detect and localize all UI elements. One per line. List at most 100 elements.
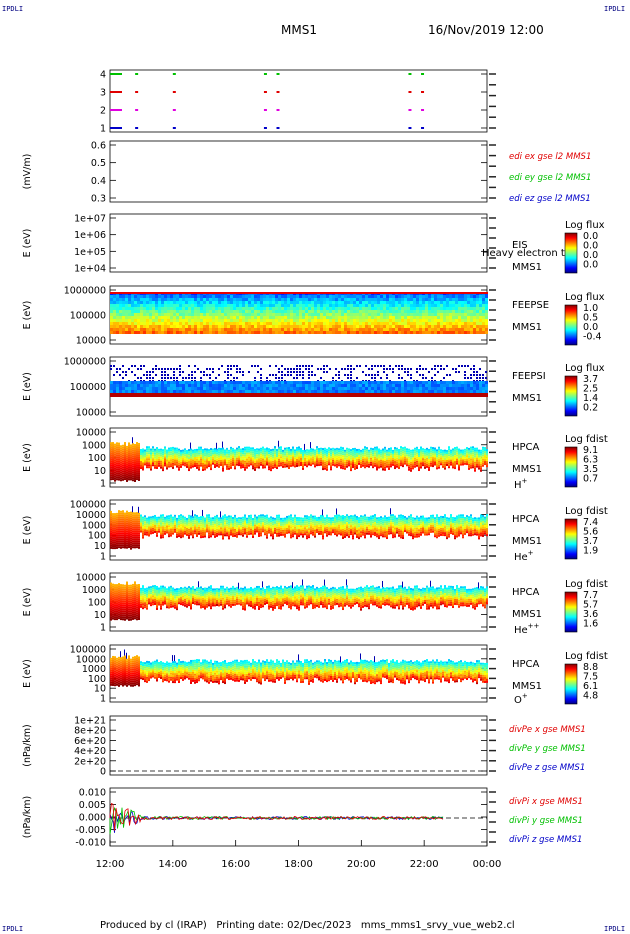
spectrogram-hpca_h [110, 437, 488, 482]
ytick-label: 0.000 [79, 813, 106, 824]
ytick-label: 10 [94, 466, 106, 477]
cbar-tick-hpca_h: 9.1 [583, 445, 598, 456]
ytick-label: 10 [94, 684, 106, 695]
cbar-title-hpca_hepp: Log fdist [565, 579, 608, 590]
side-label-hpca_he: MMS1 [512, 536, 542, 547]
cbar-title-feepse: Log flux [565, 292, 605, 303]
burst-mark [172, 109, 176, 111]
burst-mark [263, 127, 267, 129]
colorbar-eis [564, 232, 578, 274]
panel-frame-divpe [109, 715, 488, 776]
footer: Produced by cl (IRAP) Printing date: 02/… [100, 920, 515, 931]
burst-mark [276, 91, 280, 93]
legend-divpe: divPe z gse MMS1 [509, 763, 585, 773]
burst-mark [421, 127, 425, 129]
ytick-label: 1000000 [64, 286, 106, 297]
ytick-label: 3 [100, 88, 106, 99]
side-label-feepsi: MMS1 [512, 393, 542, 404]
burst-mark [408, 73, 412, 75]
ytick-label: 1 [100, 694, 106, 705]
burst-mark [110, 127, 122, 129]
legend-divpe: divPe y gse MMS1 [509, 744, 586, 754]
spectrogram-hpca_he [110, 506, 488, 550]
ylabel-feepse: E (eV) [22, 301, 33, 330]
spectrogram-hpca_o [110, 649, 488, 687]
side-label-hpca_h: HPCA [512, 442, 540, 453]
species-label-hpca_he: He+ [514, 549, 534, 563]
ytick-label: 4 [100, 70, 106, 81]
cbar-tick-feepse: 1.0 [583, 303, 598, 314]
species-label-hpca_o: O+ [514, 692, 528, 706]
burst-mark [263, 91, 267, 93]
burst-mark [408, 127, 412, 129]
burst-mark [172, 91, 176, 93]
side-label-feepse: MMS1 [512, 322, 542, 333]
burst-mark [421, 91, 425, 93]
ytick-label: 0.5 [91, 158, 106, 169]
cbar-tick-hpca_hepp: 1.6 [583, 619, 598, 630]
ytick-label: 10 [94, 541, 106, 552]
ytick-label: 1 [100, 479, 106, 490]
footer-printing-date: Printing date: 02/Dec/2023 [216, 920, 352, 931]
legend-divpi: divPi x gse MMS1 [509, 797, 583, 807]
burst-mark [135, 109, 139, 111]
xtick-label: 14:00 [158, 859, 187, 870]
burst-mark [276, 127, 280, 129]
ytick-label: 0.6 [91, 141, 106, 152]
species-label-hpca_hepp: He++ [514, 622, 540, 636]
spectrogram-feepse [110, 292, 488, 334]
burst-mark [172, 73, 176, 75]
cbar-tick-hpca_h: 3.5 [583, 464, 598, 475]
cbar-tick-eis: 0.0 [583, 231, 598, 242]
ytick-label: 0.3 [91, 194, 106, 205]
xtick-label: 20:00 [347, 859, 376, 870]
ytick-label: 0.4 [91, 176, 106, 187]
cbar-tick-feepsi: 3.7 [583, 374, 598, 385]
spectrogram-hpca_hepp [110, 579, 488, 621]
ytick-label: 0 [100, 767, 106, 778]
cbar-tick-hpca_he: 1.9 [583, 546, 598, 557]
cbar-tick-feepsi: 2.5 [583, 384, 598, 395]
ytick-label: 1 [100, 124, 106, 135]
species-label-hpca_h: H+ [514, 477, 528, 491]
ytick-label: 1 [100, 623, 106, 634]
ytick-label: 10000 [76, 510, 106, 521]
overlay-text-eis: Heavy electron to [482, 248, 571, 259]
panel-frame-burst [109, 69, 488, 133]
ylabel-feepsi: E (eV) [22, 372, 33, 401]
spacecraft-title: MMS1 [281, 23, 317, 37]
ytick-label: 10000 [76, 573, 106, 584]
burst-mark [110, 109, 122, 111]
ytick-label: 1000000 [64, 357, 106, 368]
ytick-label: 2e+20 [74, 756, 106, 767]
ylabel-divpe: (nPa/km) [22, 724, 33, 767]
cbar-tick-eis: 0.0 [583, 250, 598, 261]
panel-frame-eis [109, 213, 488, 273]
cbar-title-hpca_o: Log fdist [565, 651, 608, 662]
legend-edi: edi ey gse l2 MMS1 [509, 173, 591, 183]
ytick-label: 1 [100, 552, 106, 563]
cbar-tick-hpca_h: 0.7 [583, 474, 598, 485]
panel-frame-divpi [109, 787, 488, 847]
colorbar-hpca_hepp [564, 591, 578, 633]
colorbar-hpca_h [564, 446, 578, 488]
ytick-label: 1e+04 [74, 264, 106, 275]
panel-frame-edi [109, 140, 488, 203]
cbar-tick-hpca_he: 7.4 [583, 517, 598, 528]
corner-label-tr: IPDLI [604, 5, 626, 13]
ytick-label: 10000 [76, 336, 106, 347]
xtick-label: 22:00 [410, 859, 439, 870]
ylabel-hpca_o: E (eV) [22, 659, 33, 688]
xtick-label: 16:00 [221, 859, 250, 870]
cbar-tick-hpca_o: 6.1 [583, 681, 598, 692]
cbar-tick-feepse: 0.5 [583, 313, 598, 324]
cbar-tick-hpca_hepp: 7.7 [583, 590, 598, 601]
burst-mark [421, 73, 425, 75]
ytick-label: 1000 [82, 440, 106, 451]
ylabel-edi: (mV/m) [22, 154, 33, 190]
cbar-tick-feepse: 0.0 [583, 322, 598, 333]
side-label-hpca_o: MMS1 [512, 681, 542, 692]
side-label-hpca_h: MMS1 [512, 464, 542, 475]
ytick-label: 1000 [82, 664, 106, 675]
